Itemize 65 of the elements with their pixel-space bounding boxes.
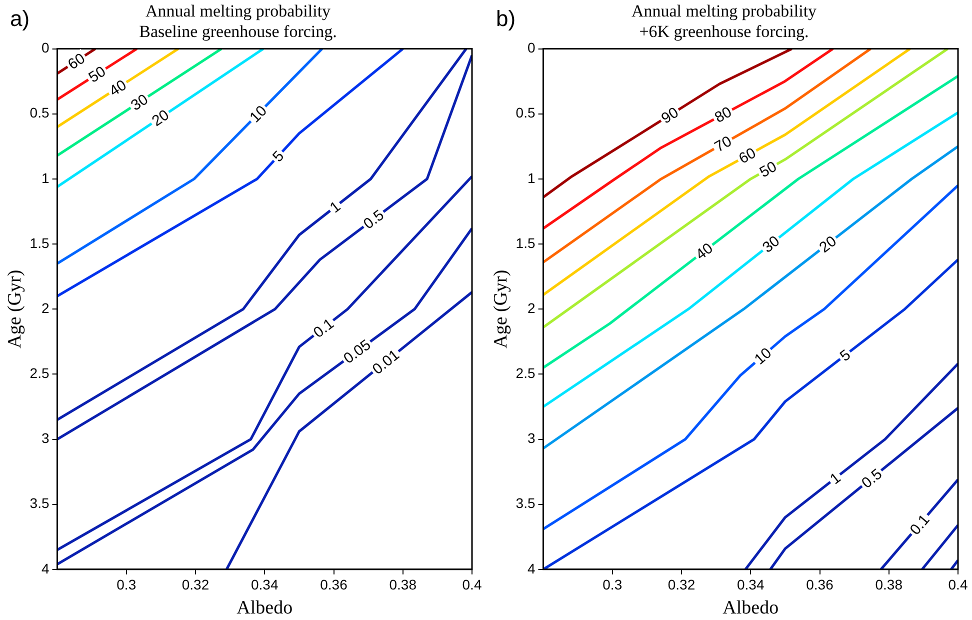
text: 20: [816, 232, 840, 256]
text: 10: [751, 344, 776, 368]
text: 70: [712, 132, 735, 156]
text: 80: [712, 104, 735, 127]
text: 20: [148, 106, 172, 130]
y-axis-title: Age (Gyr): [4, 270, 26, 348]
y-tick-label: 2.5: [516, 365, 536, 382]
x-tick-label: 0.3: [602, 576, 622, 593]
y-tick-label: 1: [527, 170, 536, 186]
text: 30: [128, 91, 152, 114]
x-tick-label: 0.3: [116, 576, 136, 593]
text: 1: [326, 198, 344, 217]
text: a): [10, 6, 30, 32]
text: 5: [836, 346, 854, 366]
chart-subtitle: Baseline greenhouse forcing.: [139, 22, 337, 42]
x-tick-label: 0.34: [737, 576, 764, 593]
y-tick-label: 3.5: [30, 495, 50, 512]
x-tick-label: 0.32: [668, 576, 696, 593]
chart-title: Annual melting probability: [145, 2, 332, 21]
text: 60: [736, 144, 759, 168]
x-tick-label: 0.38: [389, 576, 417, 593]
text: 30: [759, 232, 784, 256]
x-tick-label: 0.36: [806, 576, 834, 593]
y-tick-label: 4: [41, 560, 50, 576]
y-tick-label: 2.5: [30, 365, 50, 382]
text: 0.5: [360, 206, 388, 233]
y-tick-label: 2: [527, 300, 536, 316]
text: 0.5: [858, 466, 886, 492]
text: 0.1: [906, 511, 934, 538]
text: 5: [270, 148, 288, 166]
x-tick-label: 0.4: [462, 576, 482, 593]
y-tick-label: 0.5: [30, 104, 50, 121]
x-tick-label: 0.38: [875, 576, 903, 593]
text: 10: [246, 102, 270, 126]
y-tick-label: 3: [41, 430, 50, 446]
y-tick-label: 3.5: [516, 495, 536, 512]
y-tick-label: 4: [527, 560, 536, 576]
x-tick-label: 0.32: [182, 576, 210, 593]
x-axis-title: Albedo: [722, 598, 779, 619]
text: 1: [827, 470, 844, 488]
text: 90: [658, 104, 682, 128]
text: 40: [106, 76, 130, 100]
text: 40: [692, 240, 716, 264]
x-tick-label: 0.36: [320, 576, 348, 593]
text: 0.01: [369, 346, 403, 378]
x-tick-label: 0.34: [251, 576, 278, 593]
chart-subtitle: +6K greenhouse forcing.: [639, 22, 809, 42]
x-axis-title: Albedo: [236, 598, 293, 619]
text: 50: [86, 63, 109, 86]
y-axis-title: Age (Gyr): [490, 270, 512, 348]
y-tick-label: 1: [41, 170, 50, 186]
y-tick-label: 0: [41, 40, 50, 56]
y-tick-label: 1.5: [30, 234, 50, 251]
text: 50: [756, 158, 780, 182]
y-tick-label: 3: [527, 430, 536, 446]
y-tick-label: 0: [527, 40, 536, 56]
text: 0.1: [310, 315, 338, 342]
chart-title: Annual melting probability: [631, 2, 818, 21]
y-tick-label: 1.5: [516, 234, 536, 251]
text: 60: [65, 50, 88, 74]
text: b): [496, 6, 516, 32]
y-tick-label: 0.5: [516, 104, 536, 121]
x-tick-label: 0.4: [948, 576, 968, 593]
text: 0.05: [340, 336, 374, 368]
y-tick-label: 2: [41, 300, 50, 316]
